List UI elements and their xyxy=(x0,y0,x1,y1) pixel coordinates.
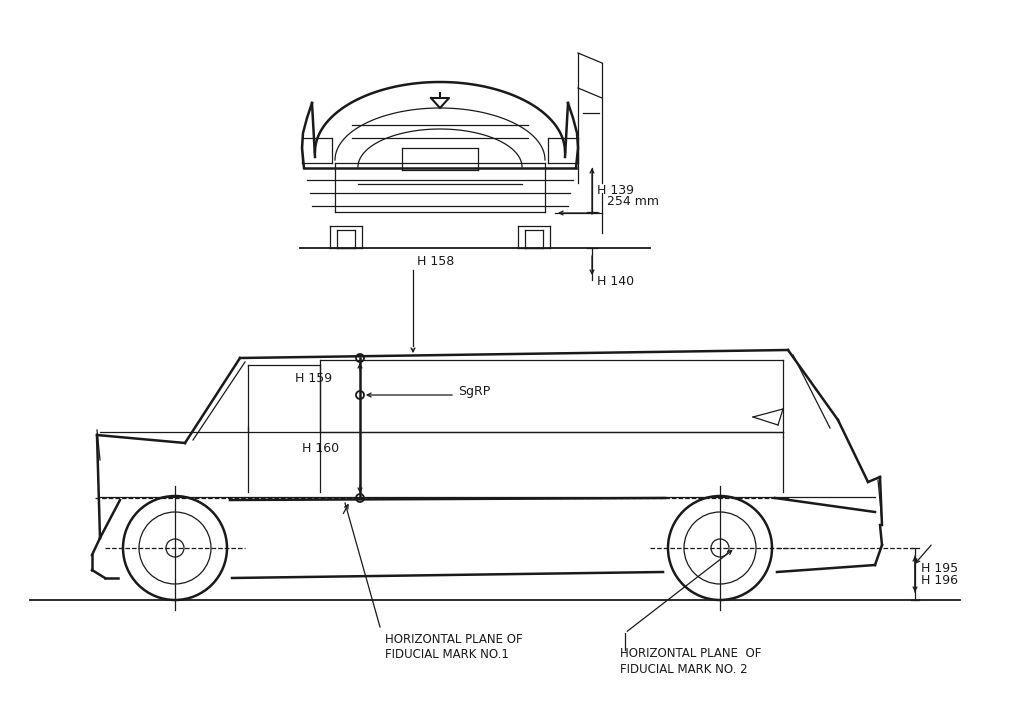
Text: HORIZONTAL PLANE  OF: HORIZONTAL PLANE OF xyxy=(620,647,760,660)
Text: HORIZONTAL PLANE OF: HORIZONTAL PLANE OF xyxy=(384,633,522,646)
Text: FIDUCIAL MARK NO.1: FIDUCIAL MARK NO.1 xyxy=(384,648,509,661)
Text: 254 mm: 254 mm xyxy=(607,195,658,208)
Text: H 139: H 139 xyxy=(596,183,633,197)
Text: H 195: H 195 xyxy=(920,561,957,574)
Text: H 160: H 160 xyxy=(301,442,339,455)
Text: H 158: H 158 xyxy=(417,255,454,268)
Text: FIDUCIAL MARK NO. 2: FIDUCIAL MARK NO. 2 xyxy=(620,663,747,676)
Text: H 140: H 140 xyxy=(596,275,634,288)
Text: H 196: H 196 xyxy=(920,573,957,586)
Text: H 159: H 159 xyxy=(295,372,332,384)
Text: SgRP: SgRP xyxy=(458,384,489,397)
